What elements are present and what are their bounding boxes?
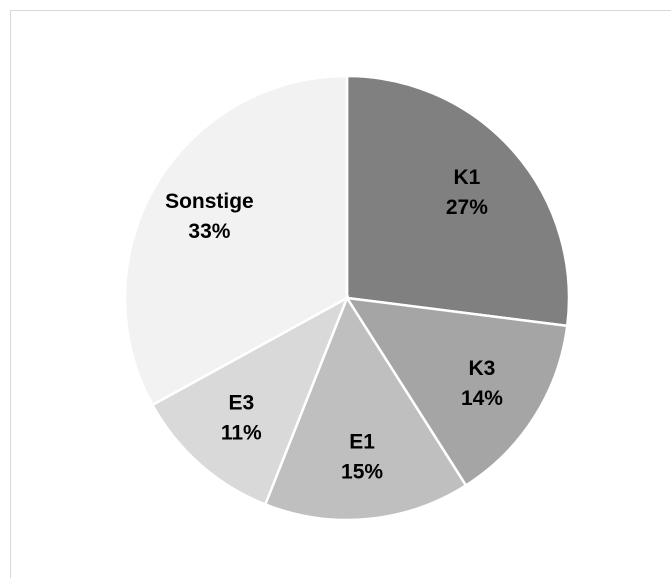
slice-label: E3	[228, 391, 254, 414]
slice-label: K1	[453, 166, 480, 189]
pie-slice	[263, 295, 468, 522]
slice-label: Sonstige	[165, 190, 254, 213]
slice-label: E1	[349, 431, 375, 454]
pie-slice	[344, 296, 569, 488]
slice-value-label: 33%	[188, 220, 230, 243]
pie-slice	[150, 295, 350, 507]
pie-slice	[123, 74, 349, 407]
slice-value-label: 27%	[446, 196, 488, 219]
slice-value-label: 14%	[461, 387, 503, 410]
slice-label: K3	[469, 357, 496, 380]
pie-slice	[345, 74, 571, 328]
slice-value-label: 15%	[341, 461, 383, 484]
slice-value-label: 11%	[221, 421, 262, 444]
